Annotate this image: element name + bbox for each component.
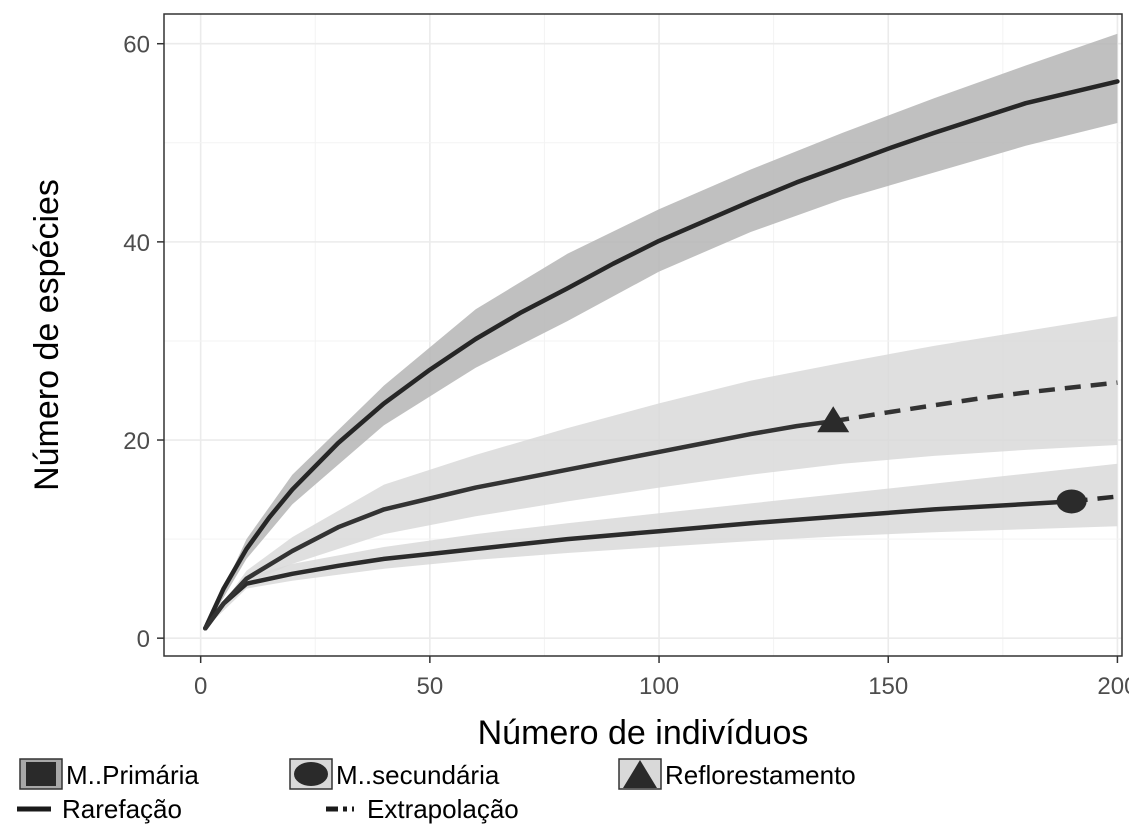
legend-item-rarefaction: Rarefação [17, 794, 182, 824]
legend-label-extrapolation: Extrapolação [367, 794, 519, 824]
observed-point-series-3 [817, 406, 850, 433]
legend-square-marker [26, 762, 56, 786]
extrapolation-line-series-3 [832, 380, 1118, 424]
y-axis-ticks: 0 20 40 60 [123, 32, 164, 653]
y-tick-label: 40 [123, 230, 150, 257]
x-tick-label: 100 [639, 673, 679, 700]
x-tick-label: 150 [868, 673, 908, 700]
legend-item-series-1: M..Primária [19, 758, 199, 790]
x-tick-label: 0 [194, 673, 207, 700]
x-tick-label: 50 [417, 673, 444, 700]
y-axis-title: Número de espécies [28, 179, 66, 491]
confidence-bands [205, 33, 1118, 629]
confidence-band-series-1 [205, 33, 1118, 629]
x-axis-ticks: 0 50 100 150 200 [194, 656, 1129, 700]
legend-label-series-1: M..Primária [66, 760, 199, 790]
legend-item-series-3: Reflorestamento [618, 758, 856, 790]
x-tick-label: 200 [1097, 673, 1129, 700]
legend-circle-marker [294, 762, 328, 786]
rarefaction-line-series-2 [203, 499, 1074, 631]
confidence-band-series-2 [205, 463, 1118, 629]
legend-item-series-2: M..secundária [289, 758, 500, 790]
y-tick-label: 60 [123, 32, 150, 59]
legend-triangle-marker [623, 760, 657, 788]
observed-points [817, 406, 1087, 514]
rarefaction-line-series-3 [203, 418, 836, 631]
confidence-band-series-3 [205, 316, 1118, 629]
rarefaction-line-series-1 [203, 79, 1120, 631]
x-axis-title: Número de indivíduos [478, 714, 809, 752]
legend: M..Primária M..secundária Reflorestament… [17, 758, 856, 824]
legend-label-rarefaction: Rarefação [62, 794, 182, 824]
legend-item-extrapolation: Extrapolação [326, 794, 519, 824]
y-tick-label: 20 [123, 428, 150, 455]
legend-label-series-3: Reflorestamento [665, 760, 856, 790]
observed-point-series-2 [1056, 489, 1087, 514]
legend-label-series-2: M..secundária [336, 760, 500, 790]
y-tick-label: 0 [137, 626, 150, 653]
plot-panel-border [163, 13, 1123, 657]
